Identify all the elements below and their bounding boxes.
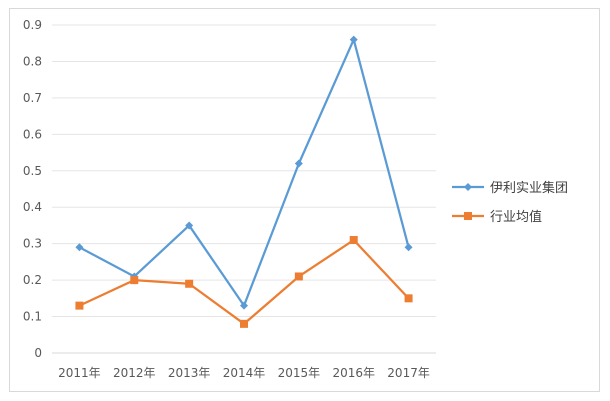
y-tick-label: 0.6 bbox=[23, 127, 42, 141]
x-tick-label: 2015年 bbox=[278, 366, 321, 380]
y-tick-label: 0 bbox=[34, 346, 42, 360]
x-axis-tick-labels: 2011年 2012年 2013年 2014年 2015年 2016年 2017年 bbox=[58, 366, 430, 380]
series-2 bbox=[75, 236, 413, 328]
y-tick-label: 0.7 bbox=[23, 91, 42, 105]
y-tick-label: 0.5 bbox=[23, 164, 42, 178]
data-point bbox=[185, 279, 194, 288]
data-point bbox=[404, 243, 413, 252]
y-tick-label: 0.1 bbox=[23, 310, 42, 324]
series-1 bbox=[75, 35, 413, 310]
data-point bbox=[349, 35, 358, 44]
data-point bbox=[294, 272, 303, 281]
data-point bbox=[130, 276, 139, 285]
y-axis-tick-labels: 0 0.1 0.2 0.3 0.4 0.5 0.6 0.7 0.8 0.9 bbox=[23, 18, 42, 360]
data-point bbox=[294, 159, 303, 168]
x-tick-label: 2013年 bbox=[168, 366, 211, 380]
data-point bbox=[240, 319, 248, 328]
x-tick-label: 2011年 bbox=[58, 366, 101, 380]
y-tick-label: 0.9 bbox=[23, 18, 42, 32]
y-tick-label: 0.8 bbox=[23, 54, 42, 68]
series-line bbox=[78, 238, 410, 325]
y-tick-label: 0.3 bbox=[23, 237, 42, 251]
y-tick-label: 0.4 bbox=[23, 200, 42, 214]
legend-label: 伊利实业集团 bbox=[490, 180, 568, 196]
data-point bbox=[185, 221, 194, 230]
data-point bbox=[240, 301, 248, 310]
legend-marker bbox=[464, 183, 472, 191]
legend-item: 伊利实业集团 bbox=[452, 180, 568, 196]
legend-marker bbox=[464, 212, 472, 220]
y-tick-label: 0.2 bbox=[23, 273, 42, 287]
data-point bbox=[75, 243, 84, 252]
data-point bbox=[404, 294, 413, 303]
legend-item: 行业均值 bbox=[452, 209, 542, 225]
legend-label: 行业均值 bbox=[490, 209, 542, 225]
chart-frame bbox=[9, 8, 600, 392]
x-tick-label: 2017年 bbox=[387, 366, 430, 380]
data-point bbox=[75, 301, 84, 310]
series-line bbox=[78, 38, 410, 307]
x-tick-label: 2014年 bbox=[223, 366, 266, 380]
series-group bbox=[75, 35, 413, 328]
gridlines bbox=[52, 24, 436, 354]
data-point bbox=[349, 236, 358, 245]
x-tick-label: 2016年 bbox=[332, 366, 375, 380]
x-tick-label: 2012年 bbox=[113, 366, 156, 380]
